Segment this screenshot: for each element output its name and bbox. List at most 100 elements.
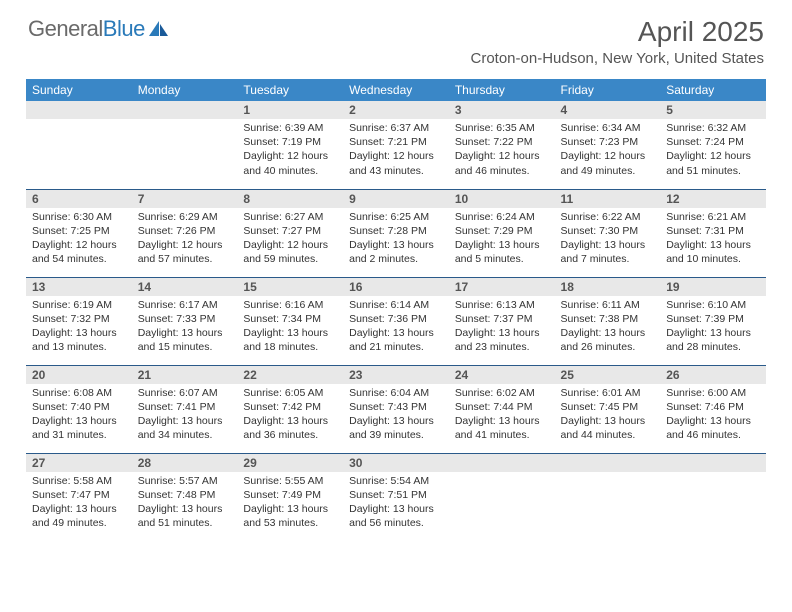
daylight-text-2: and 2 minutes.	[349, 252, 443, 266]
calendar-week-row: 20Sunrise: 6:08 AMSunset: 7:40 PMDayligh…	[26, 365, 766, 453]
sunrise-text: Sunrise: 6:04 AM	[349, 386, 443, 400]
day-details: Sunrise: 6:30 AMSunset: 7:25 PMDaylight:…	[26, 208, 132, 271]
daylight-text-2: and 26 minutes.	[561, 340, 655, 354]
day-details: Sunrise: 6:16 AMSunset: 7:34 PMDaylight:…	[237, 296, 343, 359]
sunset-text: Sunset: 7:33 PM	[138, 312, 232, 326]
sunset-text: Sunset: 7:23 PM	[561, 135, 655, 149]
sunset-text: Sunset: 7:43 PM	[349, 400, 443, 414]
calendar-cell: 9Sunrise: 6:25 AMSunset: 7:28 PMDaylight…	[343, 189, 449, 277]
day-details: Sunrise: 6:05 AMSunset: 7:42 PMDaylight:…	[237, 384, 343, 447]
sunset-text: Sunset: 7:29 PM	[455, 224, 549, 238]
day-number: 10	[449, 190, 555, 208]
logo-text-gray: General	[28, 16, 103, 42]
daylight-text-2: and 31 minutes.	[32, 428, 126, 442]
daylight-text-2: and 53 minutes.	[243, 516, 337, 530]
sunset-text: Sunset: 7:25 PM	[32, 224, 126, 238]
daylight-text: Daylight: 12 hours	[455, 149, 549, 163]
sunrise-text: Sunrise: 6:19 AM	[32, 298, 126, 312]
sunset-text: Sunset: 7:40 PM	[32, 400, 126, 414]
daylight-text: Daylight: 13 hours	[455, 238, 549, 252]
day-number	[132, 101, 238, 119]
day-details: Sunrise: 6:27 AMSunset: 7:27 PMDaylight:…	[237, 208, 343, 271]
day-number: 28	[132, 454, 238, 472]
calendar-cell: 11Sunrise: 6:22 AMSunset: 7:30 PMDayligh…	[555, 189, 661, 277]
daylight-text-2: and 21 minutes.	[349, 340, 443, 354]
daylight-text-2: and 43 minutes.	[349, 164, 443, 178]
daylight-text: Daylight: 13 hours	[243, 502, 337, 516]
daylight-text-2: and 40 minutes.	[243, 164, 337, 178]
daylight-text-2: and 49 minutes.	[32, 516, 126, 530]
weekday-header: Monday	[132, 79, 238, 101]
daylight-text: Daylight: 12 hours	[138, 238, 232, 252]
calendar-cell: 15Sunrise: 6:16 AMSunset: 7:34 PMDayligh…	[237, 277, 343, 365]
sunset-text: Sunset: 7:39 PM	[666, 312, 760, 326]
daylight-text-2: and 46 minutes.	[666, 428, 760, 442]
daylight-text-2: and 49 minutes.	[561, 164, 655, 178]
sunset-text: Sunset: 7:19 PM	[243, 135, 337, 149]
day-number: 8	[237, 190, 343, 208]
day-details: Sunrise: 6:34 AMSunset: 7:23 PMDaylight:…	[555, 119, 661, 182]
daylight-text: Daylight: 12 hours	[243, 149, 337, 163]
sunset-text: Sunset: 7:27 PM	[243, 224, 337, 238]
sunset-text: Sunset: 7:26 PM	[138, 224, 232, 238]
daylight-text: Daylight: 12 hours	[666, 149, 760, 163]
daylight-text-2: and 5 minutes.	[455, 252, 549, 266]
day-number: 12	[660, 190, 766, 208]
day-number: 7	[132, 190, 238, 208]
daylight-text-2: and 59 minutes.	[243, 252, 337, 266]
calendar-week-row: 27Sunrise: 5:58 AMSunset: 7:47 PMDayligh…	[26, 453, 766, 541]
calendar-cell	[132, 101, 238, 189]
calendar-cell: 13Sunrise: 6:19 AMSunset: 7:32 PMDayligh…	[26, 277, 132, 365]
day-details: Sunrise: 6:24 AMSunset: 7:29 PMDaylight:…	[449, 208, 555, 271]
daylight-text-2: and 36 minutes.	[243, 428, 337, 442]
day-number: 23	[343, 366, 449, 384]
day-details: Sunrise: 6:22 AMSunset: 7:30 PMDaylight:…	[555, 208, 661, 271]
calendar-cell: 4Sunrise: 6:34 AMSunset: 7:23 PMDaylight…	[555, 101, 661, 189]
sunrise-text: Sunrise: 6:05 AM	[243, 386, 337, 400]
weekday-header: Tuesday	[237, 79, 343, 101]
day-details: Sunrise: 6:37 AMSunset: 7:21 PMDaylight:…	[343, 119, 449, 182]
sunset-text: Sunset: 7:30 PM	[561, 224, 655, 238]
day-details: Sunrise: 6:08 AMSunset: 7:40 PMDaylight:…	[26, 384, 132, 447]
sunrise-text: Sunrise: 6:01 AM	[561, 386, 655, 400]
daylight-text: Daylight: 13 hours	[32, 326, 126, 340]
sunset-text: Sunset: 7:31 PM	[666, 224, 760, 238]
calendar-week-row: 13Sunrise: 6:19 AMSunset: 7:32 PMDayligh…	[26, 277, 766, 365]
sunset-text: Sunset: 7:24 PM	[666, 135, 760, 149]
daylight-text-2: and 51 minutes.	[666, 164, 760, 178]
daylight-text: Daylight: 13 hours	[666, 414, 760, 428]
day-number: 5	[660, 101, 766, 119]
daylight-text-2: and 41 minutes.	[455, 428, 549, 442]
day-number: 30	[343, 454, 449, 472]
sunrise-text: Sunrise: 6:14 AM	[349, 298, 443, 312]
sunrise-text: Sunrise: 6:08 AM	[32, 386, 126, 400]
sunrise-text: Sunrise: 6:16 AM	[243, 298, 337, 312]
sunrise-text: Sunrise: 5:57 AM	[138, 474, 232, 488]
calendar-cell: 19Sunrise: 6:10 AMSunset: 7:39 PMDayligh…	[660, 277, 766, 365]
weekday-header: Wednesday	[343, 79, 449, 101]
daylight-text: Daylight: 13 hours	[561, 238, 655, 252]
sunrise-text: Sunrise: 6:17 AM	[138, 298, 232, 312]
sunset-text: Sunset: 7:45 PM	[561, 400, 655, 414]
sunrise-text: Sunrise: 6:13 AM	[455, 298, 549, 312]
day-number	[660, 454, 766, 472]
day-number: 16	[343, 278, 449, 296]
day-number: 1	[237, 101, 343, 119]
daylight-text: Daylight: 13 hours	[32, 414, 126, 428]
day-details: Sunrise: 5:55 AMSunset: 7:49 PMDaylight:…	[237, 472, 343, 535]
daylight-text: Daylight: 13 hours	[349, 414, 443, 428]
day-details: Sunrise: 5:58 AMSunset: 7:47 PMDaylight:…	[26, 472, 132, 535]
sunrise-text: Sunrise: 6:21 AM	[666, 210, 760, 224]
day-details: Sunrise: 6:04 AMSunset: 7:43 PMDaylight:…	[343, 384, 449, 447]
daylight-text-2: and 51 minutes.	[138, 516, 232, 530]
calendar-cell: 20Sunrise: 6:08 AMSunset: 7:40 PMDayligh…	[26, 365, 132, 453]
sunrise-text: Sunrise: 6:27 AM	[243, 210, 337, 224]
daylight-text-2: and 28 minutes.	[666, 340, 760, 354]
day-number: 26	[660, 366, 766, 384]
sunset-text: Sunset: 7:41 PM	[138, 400, 232, 414]
daylight-text-2: and 39 minutes.	[349, 428, 443, 442]
daylight-text: Daylight: 13 hours	[138, 502, 232, 516]
sunset-text: Sunset: 7:42 PM	[243, 400, 337, 414]
day-number	[26, 101, 132, 119]
day-number: 27	[26, 454, 132, 472]
